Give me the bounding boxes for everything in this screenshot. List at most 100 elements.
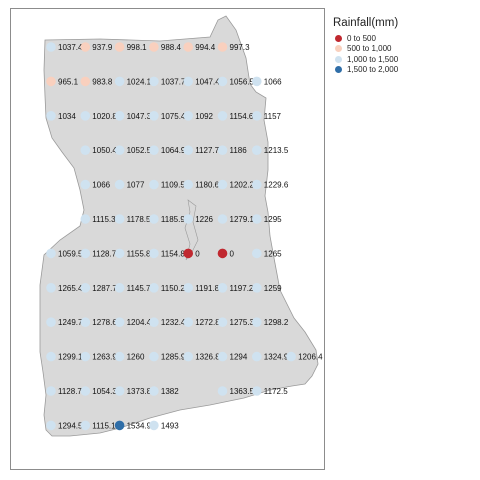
station-marker: [80, 179, 91, 190]
station-value-label: 1232.4: [161, 318, 186, 327]
station-marker: [114, 420, 125, 431]
station-value-label: 1295: [264, 215, 282, 224]
country-outline: [39, 15, 319, 437]
station-marker: [149, 214, 159, 224]
station-value-label: 994.4: [195, 43, 216, 52]
station-marker: [217, 317, 228, 328]
station-value-label: 1037.4: [58, 43, 83, 52]
station-value-label: 1180.6: [195, 181, 219, 190]
station-marker: [251, 317, 262, 328]
station-value-label: 1285.9: [161, 353, 186, 362]
station-value-label: 1047.4: [195, 77, 220, 86]
station-marker: [46, 248, 56, 259]
station-value-label: 1092: [195, 112, 213, 121]
map-legend: Rainfall(mm) 0 to 500 500 to 1,000 1,000 t…: [333, 17, 398, 75]
station-marker: [46, 386, 56, 396]
station-value-label: 937.9: [92, 43, 113, 52]
station-value-label: 1077: [127, 181, 145, 190]
station-value-label: 1020.8: [92, 112, 117, 121]
rainfall-stations: 1037.4 937.9 998.1 988.4 994.4 997.3 965.1 983.…: [46, 42, 323, 430]
station-value-label: 1066: [92, 181, 110, 190]
station-marker: [183, 351, 193, 362]
legend-swatch: [335, 66, 342, 74]
station-marker: [183, 42, 193, 52]
station-value-label: 1115.3: [92, 215, 116, 224]
station-marker: [217, 214, 228, 224]
legend-items: 0 to 500 500 to 1,000 1,000 to 1,500 1,500 …: [333, 33, 398, 75]
station-marker: [217, 111, 228, 121]
station-marker: [217, 76, 228, 87]
station-marker: [114, 386, 125, 396]
station-marker: [114, 76, 125, 87]
station-value-label: 1145.7: [127, 284, 151, 293]
station-marker: [251, 76, 262, 87]
station-value-label: 1263.9: [92, 353, 117, 362]
station-marker: [217, 386, 228, 396]
station-marker: [114, 248, 125, 259]
station-value-label: 1265.4: [58, 284, 83, 293]
station-value-label: 1064.9: [161, 146, 186, 155]
station-marker: [114, 111, 125, 121]
station-marker: [183, 111, 193, 121]
station-marker: [183, 214, 193, 224]
station-value-label: 1034: [58, 112, 76, 121]
station-marker: [46, 420, 56, 431]
station-value-label: 1229.6: [264, 181, 289, 190]
station-value-label: 1287.7: [92, 284, 117, 293]
station-marker: [149, 420, 159, 431]
station-value-label: 1024.1: [127, 77, 152, 86]
station-marker: [149, 248, 159, 259]
station-value-label: 1202.2: [230, 181, 255, 190]
station-value-label: 1275.3: [230, 318, 255, 327]
station-marker: [251, 386, 262, 396]
legend-label: 1,000 to 1,500: [347, 54, 399, 64]
station-marker: [149, 145, 159, 155]
station-value-label: 1279.1: [230, 215, 255, 224]
station-value-label: 1047.3: [127, 112, 152, 121]
station-value-label: 1197.2: [230, 284, 254, 293]
legend-swatch: [335, 45, 342, 53]
station-value-label: 1185.9: [161, 215, 185, 224]
station-value-label: 1157: [264, 112, 282, 121]
station-marker: [80, 351, 91, 362]
station-value-label: 1109.5: [161, 181, 185, 190]
legend-label: 0 to 500: [347, 33, 376, 43]
station-marker: [46, 317, 56, 328]
station-value-label: 1056.5: [230, 77, 255, 86]
station-value-label: 1191.8: [195, 284, 219, 293]
station-value-label: 1128.7: [92, 249, 116, 258]
station-marker: [80, 248, 91, 259]
station-marker: [149, 386, 159, 396]
station-value-label: 1249.7: [58, 318, 83, 327]
station-value-label: 1127.7: [195, 146, 219, 155]
station-marker: [217, 351, 228, 362]
station-marker: [217, 145, 228, 155]
station-marker: [114, 351, 125, 362]
station-marker: [149, 76, 159, 87]
station-value-label: 1186: [230, 146, 248, 155]
station-value-label: 1213.5: [264, 146, 289, 155]
station-value-label: 1226: [195, 215, 213, 224]
station-marker: [46, 111, 56, 121]
legend-swatch: [335, 55, 342, 63]
station-value-label: 1363.5: [230, 387, 255, 396]
station-marker: [80, 145, 91, 155]
station-marker: [286, 351, 296, 362]
legend-label: 500 to 1,000: [347, 44, 392, 54]
legend-item: 0 to 500: [333, 33, 398, 44]
station-marker: [80, 42, 91, 52]
station-value-label: 1260: [127, 353, 145, 362]
station-marker: [114, 317, 125, 328]
legend-item: 1,500 to 2,000: [333, 65, 398, 76]
station-marker: [183, 248, 193, 259]
station-marker: [114, 42, 125, 52]
station-marker: [251, 283, 262, 293]
station-value-label: 1059.5: [58, 249, 83, 258]
station-marker: [114, 283, 125, 293]
station-value-label: 1172.5: [264, 387, 288, 396]
station-marker: [149, 351, 159, 362]
station-value-label: 1298.2: [264, 318, 289, 327]
station-marker: [114, 214, 125, 224]
station-value-label: 997.3: [230, 43, 251, 52]
